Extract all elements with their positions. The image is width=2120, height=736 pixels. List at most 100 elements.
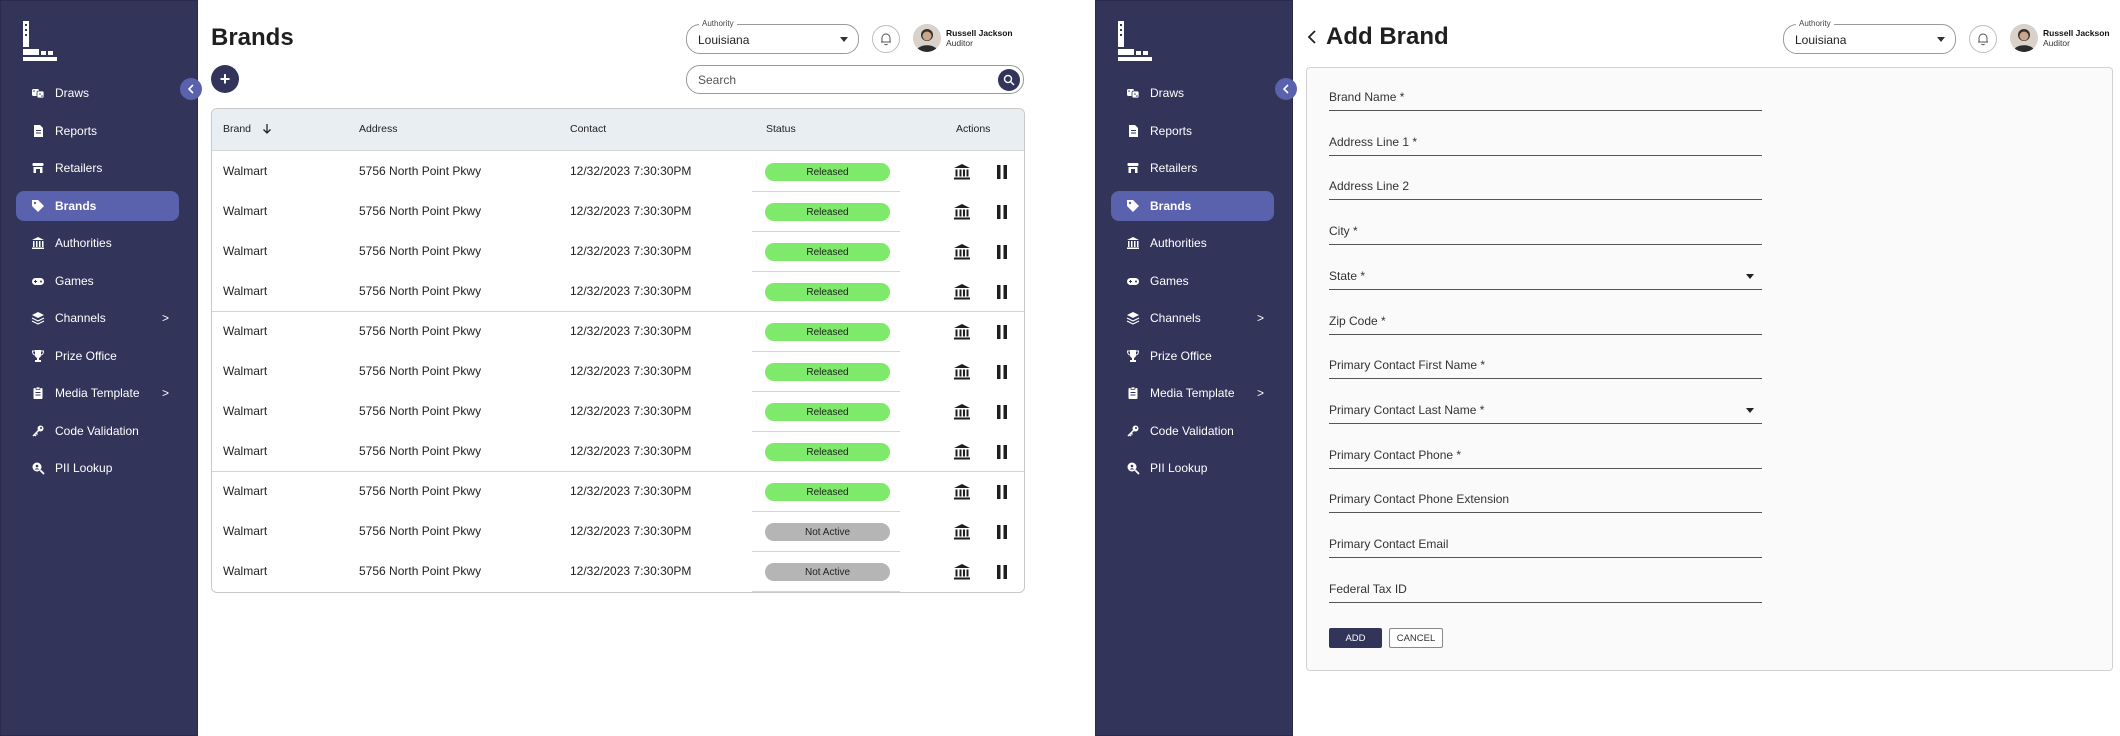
pause-icon[interactable] [997,325,1007,339]
field-city[interactable]: City * [1329,217,1762,246]
pause-icon[interactable] [997,285,1007,299]
table-row[interactable]: Walmart 5756 North Point Pkwy 12/32/2023 7… [212,152,1024,192]
sidebar-item-reports[interactable]: Reports [1096,116,1294,146]
sidebar-item-prize-office[interactable]: Prize Office [1096,341,1294,371]
institution-icon[interactable] [953,523,971,541]
cancel-button[interactable]: CANCEL [1389,628,1443,648]
pause-icon[interactable] [997,525,1007,539]
sidebar-item-retailers[interactable]: Retailers [1096,153,1294,183]
institution-icon[interactable] [953,243,971,261]
sidebar-item-prize-office[interactable]: Prize Office [1,341,199,371]
sidebar-item-channels[interactable]: Channels > [1,303,199,333]
pause-icon[interactable] [997,245,1007,259]
column-header-brand[interactable]: Brand [223,123,273,135]
add-brand-button[interactable]: + [211,65,239,93]
pause-icon[interactable] [997,445,1007,459]
authority-select[interactable]: Authority Louisiana [686,19,859,54]
search-icon [1003,74,1015,86]
row-divider [752,551,900,552]
sidebar-item-pii-lookup[interactable]: PII Lookup [1,453,199,483]
chevron-left-icon [1307,30,1316,44]
table-row[interactable]: Walmart 5756 North Point Pkwy 12/32/2023 7… [212,192,1024,232]
sidebar-item-authorities[interactable]: Authorities [1,228,199,258]
field-zip-code[interactable]: Zip Code * [1329,307,1762,335]
sidebar-item-code-validation[interactable]: Code Validation [1096,416,1294,446]
user-menu[interactable]: Russell Jackson Auditor [2010,24,2110,52]
notification-button[interactable] [872,25,900,53]
cell-brand: Walmart [223,404,268,418]
cell-address: 5756 North Point Pkwy [359,524,482,538]
pause-icon[interactable] [997,405,1007,419]
dropdown-arrow-icon [1937,37,1945,42]
user-menu[interactable]: Russell Jackson Auditor [913,24,1013,52]
table-row[interactable]: Walmart 5756 North Point Pkwy 12/32/2023 7… [212,472,1024,512]
sidebar-item-authorities[interactable]: Authorities [1096,228,1294,258]
brands-screen: Draws Reports Retailers Brands Authorities Ga… [0,0,1040,736]
sidebar-item-retailers[interactable]: Retailers [1,153,199,183]
sidebar-item-reports[interactable]: Reports [1,116,199,146]
institution-icon[interactable] [953,563,971,581]
sidebar-collapse-button[interactable] [180,78,202,100]
app-logo [23,21,57,63]
sidebar-item-brands[interactable]: Brands [1111,190,1274,221]
sidebar-item-draws[interactable]: Draws [1096,78,1294,108]
sidebar-item-media-template[interactable]: Media Template > [1096,378,1294,408]
sidebar-item-code-validation[interactable]: Code Validation [1,416,199,446]
notification-button[interactable] [1969,25,1997,53]
institution-icon[interactable] [953,363,971,381]
sidebar-item-games[interactable]: Games [1,266,199,296]
field-address-line-1[interactable]: Address Line 1 * [1329,128,1762,156]
back-button[interactable] [1305,28,1319,46]
cell-contact: 12/32/2023 7:30:30PM [570,524,692,538]
table-row[interactable]: Walmart 5756 North Point Pkwy 12/32/2023 7… [212,512,1024,552]
sidebar-item-pii-lookup[interactable]: PII Lookup [1096,453,1294,483]
sidebar-item-brands[interactable]: Brands [16,190,179,221]
table-row[interactable]: Walmart 5756 North Point Pkwy 12/32/2023 7… [212,272,1024,312]
row-divider [752,511,900,512]
institution-icon[interactable] [953,163,971,181]
sidebar-item-channels[interactable]: Channels > [1096,303,1294,333]
table-row[interactable]: Walmart 5756 North Point Pkwy 12/32/2023 7… [212,432,1024,472]
sidebar-item-draws[interactable]: Draws [1,78,199,108]
field-federal-tax-id[interactable]: Federal Tax ID [1329,575,1762,603]
field-primary-contact-first-name[interactable]: Primary Contact First Name * [1329,351,1762,380]
institution-icon[interactable] [953,403,971,421]
pause-icon[interactable] [997,365,1007,379]
add-button[interactable]: ADD [1329,628,1382,648]
pause-icon[interactable] [997,565,1007,579]
sort-down-icon[interactable] [261,123,273,135]
table-row[interactable]: Walmart 5756 North Point Pkwy 12/32/2023 7… [212,352,1024,392]
search-input[interactable] [698,73,988,87]
field-state[interactable]: State * [1329,262,1762,290]
table-row[interactable]: Walmart 5756 North Point Pkwy 12/32/2023 7… [212,392,1024,432]
institution-icon[interactable] [953,443,971,461]
pause-icon[interactable] [997,485,1007,499]
sidebar-collapse-button[interactable] [1275,78,1297,100]
pause-icon[interactable] [997,165,1007,179]
cell-contact: 12/32/2023 7:30:30PM [570,444,692,458]
field-address-line-2[interactable]: Address Line 2 [1329,172,1762,201]
table-row[interactable]: Walmart 5756 North Point Pkwy 12/32/2023 7… [212,312,1024,352]
dropdown-arrow-icon [1746,273,1754,279]
search-button[interactable] [998,69,1020,91]
field-primary-contact-last-name[interactable]: Primary Contact Last Name * [1329,396,1762,424]
row-divider [752,271,900,272]
pause-icon[interactable] [997,205,1007,219]
institution-icon[interactable] [953,203,971,221]
cell-brand: Walmart [223,364,268,378]
table-row[interactable]: Walmart 5756 North Point Pkwy 12/32/2023 7… [212,232,1024,272]
field-brand-name[interactable]: Brand Name * [1329,83,1762,111]
field-primary-contact-email[interactable]: Primary Contact Email [1329,530,1762,558]
field-primary-contact-phone[interactable]: Primary Contact Phone * [1329,441,1762,469]
avatar [913,24,941,52]
institution-icon[interactable] [953,483,971,501]
sidebar-nav: Draws Reports Retailers Brands Authorities Ga… [1096,78,1294,491]
authority-select[interactable]: Authority Louisiana [1783,19,1956,54]
sidebar-item-media-template[interactable]: Media Template > [1,378,199,408]
field-primary-contact-phone-extension[interactable]: Primary Contact Phone Extension [1329,485,1762,514]
table-row[interactable]: Walmart 5756 North Point Pkwy 12/32/2023 7… [212,552,1024,592]
institution-icon[interactable] [953,323,971,341]
institution-icon[interactable] [953,283,971,301]
sidebar-item-games[interactable]: Games [1096,266,1294,296]
cell-brand: Walmart [223,164,268,178]
